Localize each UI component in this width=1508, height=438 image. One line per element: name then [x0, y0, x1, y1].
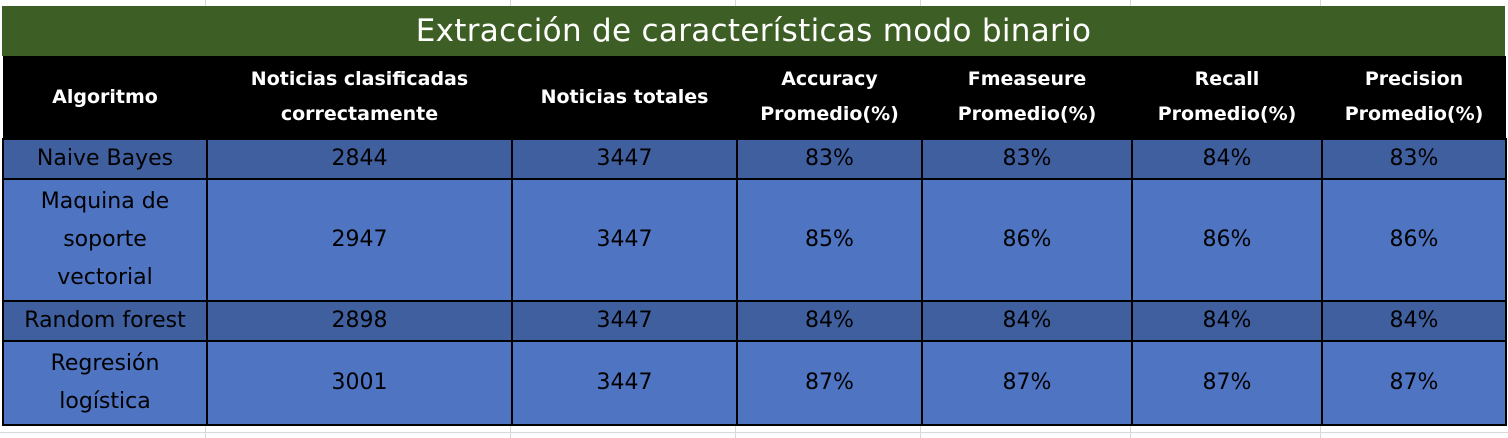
- results-table: Algoritmo Noticias clasificadas correcta…: [2, 56, 1507, 426]
- cell-totales[interactable]: 3447: [511, 340, 738, 426]
- cell-accuracy[interactable]: 83%: [736, 138, 923, 180]
- header-precision[interactable]: Precision Promedio(%): [1322, 56, 1506, 139]
- cell-fmeasure[interactable]: 83%: [921, 138, 1133, 180]
- cell-fmeasure[interactable]: 87%: [921, 340, 1133, 426]
- cell-algoritmo[interactable]: Maquina de soporte vectorial: [2, 178, 208, 302]
- header-row: Algoritmo Noticias clasificadas correcta…: [3, 56, 1506, 139]
- cell-accuracy[interactable]: 85%: [736, 178, 923, 302]
- cell-accuracy[interactable]: 87%: [736, 340, 923, 426]
- cell-clasificadas[interactable]: 2947: [206, 178, 513, 302]
- cell-accuracy[interactable]: 84%: [736, 300, 923, 342]
- cell-algoritmo[interactable]: Regresión logística: [2, 340, 208, 426]
- cell-fmeasure[interactable]: 86%: [921, 178, 1133, 302]
- header-fmeasure[interactable]: Fmeaseure Promedio(%): [922, 56, 1132, 139]
- cell-precision[interactable]: 84%: [1321, 300, 1507, 342]
- cell-totales[interactable]: 3447: [511, 178, 738, 302]
- cell-totales[interactable]: 3447: [511, 300, 738, 342]
- header-recall[interactable]: Recall Promedio(%): [1132, 56, 1322, 139]
- cell-fmeasure[interactable]: 84%: [921, 300, 1133, 342]
- cell-algoritmo[interactable]: Naive Bayes: [2, 138, 208, 180]
- table-title[interactable]: Extracción de características modo binar…: [2, 6, 1505, 56]
- cell-recall[interactable]: 87%: [1131, 340, 1323, 426]
- cell-algoritmo[interactable]: Random forest: [2, 300, 208, 342]
- table-row: Regresión logística 3001 3447 87% 87% 87…: [2, 340, 1507, 426]
- cell-precision[interactable]: 83%: [1321, 138, 1507, 180]
- cell-recall[interactable]: 86%: [1131, 178, 1323, 302]
- cell-clasificadas[interactable]: 2844: [206, 138, 513, 180]
- header-algoritmo[interactable]: Algoritmo: [3, 56, 207, 139]
- results-table-block: Extracción de características modo binar…: [2, 6, 1507, 426]
- table-row: Random forest 2898 3447 84% 84% 84% 84%: [2, 300, 1507, 342]
- cell-recall[interactable]: 84%: [1131, 300, 1323, 342]
- table-row: Naive Bayes 2844 3447 83% 83% 84% 83%: [2, 138, 1507, 180]
- cell-clasificadas[interactable]: 2898: [206, 300, 513, 342]
- cell-totales[interactable]: 3447: [511, 138, 738, 180]
- gridline: [0, 432, 1508, 433]
- table-row: Maquina de soporte vectorial 2947 3447 8…: [2, 178, 1507, 302]
- cell-precision[interactable]: 86%: [1321, 178, 1507, 302]
- cell-clasificadas[interactable]: 3001: [206, 340, 513, 426]
- header-totales[interactable]: Noticias totales: [512, 56, 737, 139]
- header-accuracy[interactable]: Accuracy Promedio(%): [737, 56, 922, 139]
- cell-precision[interactable]: 87%: [1321, 340, 1507, 426]
- cell-recall[interactable]: 84%: [1131, 138, 1323, 180]
- header-clasificadas[interactable]: Noticias clasificadas correctamente: [207, 56, 512, 139]
